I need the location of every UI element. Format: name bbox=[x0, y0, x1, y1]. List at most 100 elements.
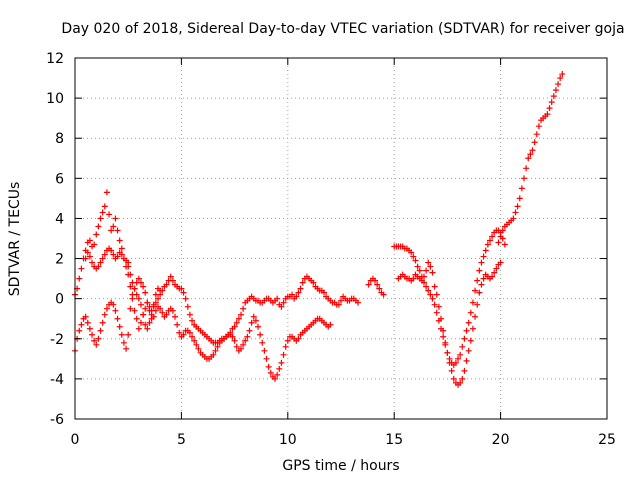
data-point bbox=[525, 155, 532, 162]
data-point bbox=[237, 345, 244, 352]
data-point bbox=[295, 289, 302, 296]
x-tick-label: 0 bbox=[71, 432, 80, 448]
data-point bbox=[135, 275, 142, 282]
y-tick-label: 10 bbox=[46, 91, 64, 107]
data-point bbox=[280, 351, 287, 358]
data-point bbox=[431, 283, 438, 290]
data-point bbox=[438, 315, 445, 322]
data-point bbox=[246, 327, 253, 334]
y-tick-label: 12 bbox=[46, 51, 64, 67]
data-point bbox=[184, 303, 191, 310]
data-point bbox=[535, 123, 542, 130]
data-point bbox=[463, 327, 470, 334]
data-point bbox=[374, 281, 381, 288]
data-point bbox=[448, 367, 455, 374]
data-point bbox=[144, 325, 151, 332]
data-point bbox=[274, 371, 281, 378]
data-point bbox=[278, 359, 285, 366]
data-point bbox=[133, 315, 140, 322]
data-point bbox=[274, 295, 281, 302]
data-point bbox=[157, 287, 164, 294]
data-point bbox=[116, 237, 123, 244]
data-point bbox=[416, 267, 423, 274]
data-point bbox=[125, 331, 132, 338]
data-point bbox=[146, 319, 153, 326]
data-point bbox=[157, 305, 164, 312]
series-track-mid-a bbox=[365, 275, 387, 298]
series-track-late-lower bbox=[395, 259, 504, 388]
series-track-early-lower bbox=[72, 275, 334, 382]
data-point bbox=[212, 347, 219, 354]
data-point bbox=[114, 253, 121, 260]
data-point bbox=[338, 297, 344, 304]
data-point bbox=[555, 81, 562, 88]
data-point bbox=[365, 281, 372, 288]
data-point bbox=[476, 289, 483, 296]
data-point bbox=[193, 341, 200, 348]
data-point bbox=[546, 105, 553, 112]
data-point bbox=[423, 283, 430, 290]
data-point bbox=[125, 263, 132, 270]
data-point bbox=[257, 331, 264, 338]
data-point bbox=[410, 275, 417, 282]
data-point bbox=[95, 223, 102, 230]
y-tick-label: 2 bbox=[55, 252, 64, 268]
data-point bbox=[335, 301, 342, 308]
data-point bbox=[159, 309, 166, 316]
data-point bbox=[265, 363, 272, 370]
data-point bbox=[408, 249, 415, 256]
data-point bbox=[489, 233, 496, 240]
data-point bbox=[289, 291, 296, 298]
data-point bbox=[142, 321, 149, 328]
data-point bbox=[516, 195, 523, 202]
data-point bbox=[182, 295, 189, 302]
data-point bbox=[414, 263, 421, 270]
data-point bbox=[282, 343, 289, 350]
data-point bbox=[550, 93, 557, 100]
data-point bbox=[180, 289, 187, 296]
data-point bbox=[140, 283, 147, 290]
data-point bbox=[480, 253, 487, 260]
series-track-late-rise bbox=[495, 71, 566, 246]
data-point bbox=[169, 307, 176, 314]
data-point bbox=[131, 285, 138, 292]
data-point bbox=[120, 339, 127, 346]
data-point bbox=[167, 273, 174, 280]
data-point bbox=[272, 375, 279, 382]
data-point bbox=[461, 367, 468, 374]
data-point bbox=[95, 263, 102, 270]
data-point bbox=[501, 241, 508, 248]
data-point bbox=[82, 313, 89, 320]
data-point bbox=[435, 303, 442, 310]
data-point bbox=[99, 319, 106, 326]
series-track-early-middle bbox=[82, 245, 132, 272]
x-tick-label: 15 bbox=[385, 432, 403, 448]
data-point bbox=[297, 285, 304, 292]
data-point bbox=[484, 241, 491, 248]
chart-title: Day 020 of 2018, Sidereal Day-to-day VTE… bbox=[61, 21, 624, 37]
data-point bbox=[118, 251, 125, 258]
data-point bbox=[310, 279, 317, 286]
data-point bbox=[131, 307, 138, 314]
data-point bbox=[99, 209, 106, 216]
data-point bbox=[91, 241, 98, 248]
data-point bbox=[112, 307, 119, 314]
data-point bbox=[376, 285, 383, 292]
data-point bbox=[440, 333, 447, 340]
data-point bbox=[320, 289, 327, 296]
data-point bbox=[110, 301, 117, 308]
data-point bbox=[123, 345, 130, 352]
data-point bbox=[431, 301, 438, 308]
data-point bbox=[76, 327, 83, 334]
data-point bbox=[440, 327, 447, 334]
data-point bbox=[529, 147, 536, 154]
data-point bbox=[108, 247, 115, 254]
data-point bbox=[295, 335, 302, 342]
data-point bbox=[478, 281, 485, 288]
data-point bbox=[93, 231, 100, 238]
data-point bbox=[99, 255, 106, 262]
y-axis-label: SDTVAR / TECUs bbox=[7, 182, 23, 297]
data-point bbox=[127, 305, 134, 312]
data-point bbox=[442, 339, 449, 346]
data-point bbox=[410, 253, 417, 260]
